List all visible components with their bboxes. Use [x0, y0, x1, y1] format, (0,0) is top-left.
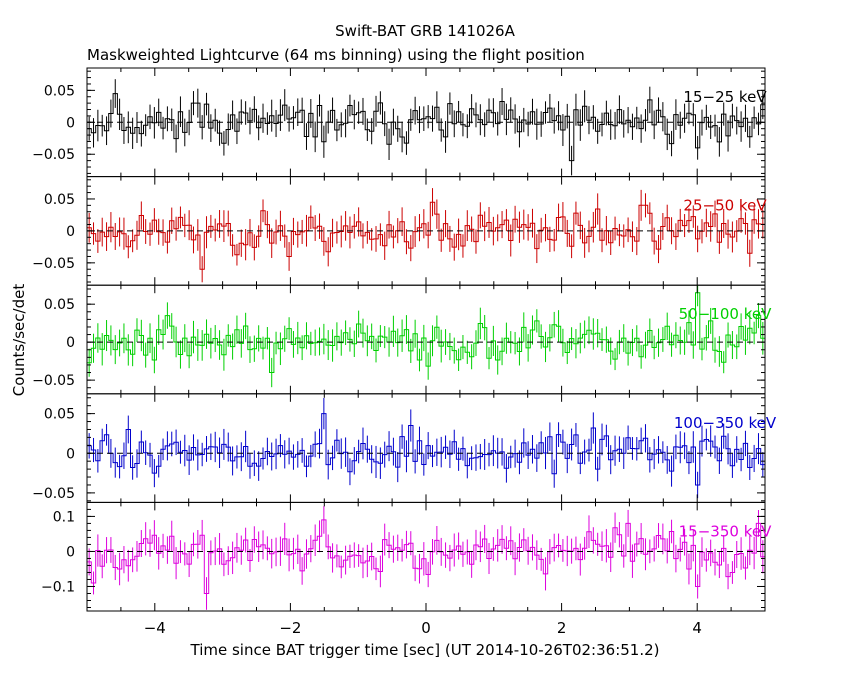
- y-tick-label: 0.05: [44, 192, 75, 208]
- y-tick-label: 0: [66, 544, 75, 560]
- x-tick-label: 2: [557, 619, 567, 637]
- panel-25-50-kev: −0.05 0 0.05 25−50 keV: [32, 176, 767, 286]
- y-tick-label: 0: [66, 115, 75, 131]
- x-tick-label: 0: [421, 619, 431, 637]
- panel-100-350-kev: −0.05 0 0.05 100−350 keV: [32, 393, 777, 503]
- panel-15-350-kev: −0.1 0 0.1 15−350 keV: [41, 501, 772, 612]
- series-label: 100−350 keV: [674, 414, 777, 432]
- panel-50-100-kev: −0.05 0 0.05 50−100 keV: [32, 284, 772, 395]
- y-tick-label: 0: [66, 224, 75, 240]
- x-axis-label: Time since BAT trigger time [sec] (UT 20…: [190, 641, 660, 659]
- series-label: 15−25 keV: [683, 88, 767, 106]
- series-label: 25−50 keV: [683, 197, 767, 215]
- series-line: [87, 292, 765, 373]
- y-tick-label: −0.05: [32, 486, 75, 502]
- x-axis: −4 −2 0 2 4: [144, 619, 702, 637]
- y-tick-label: −0.05: [32, 147, 75, 163]
- x-tick-label: −4: [144, 619, 166, 637]
- series-label: 15−350 keV: [679, 522, 772, 540]
- y-tick-label: 0: [66, 446, 75, 462]
- chart-subtitle: Maskweighted Lightcurve (64 ms binning) …: [87, 46, 585, 64]
- y-tick-label: 0.05: [44, 407, 75, 423]
- y-tick-label: −0.05: [32, 373, 75, 389]
- x-tick-label: 4: [692, 619, 702, 637]
- series-line: [87, 519, 765, 594]
- series-label: 50−100 keV: [679, 305, 772, 323]
- y-axis-label: Counts/sec/det: [10, 284, 28, 397]
- chart-title: Swift-BAT GRB 141026A: [335, 22, 515, 40]
- series-line: [87, 413, 765, 486]
- y-tick-label: 0: [66, 335, 75, 351]
- y-tick-label: 0.05: [44, 83, 75, 99]
- series-line: [87, 201, 765, 270]
- panel-15-25-kev: −0.05 0 0.05 15−25 keV: [32, 67, 767, 178]
- y-tick-label: 0.1: [53, 509, 75, 525]
- y-tick-label: −0.1: [41, 579, 75, 595]
- y-tick-label: −0.05: [32, 256, 75, 272]
- series-line: [87, 93, 765, 162]
- y-tick-label: 0.05: [44, 297, 75, 313]
- x-tick-label: −2: [279, 619, 301, 637]
